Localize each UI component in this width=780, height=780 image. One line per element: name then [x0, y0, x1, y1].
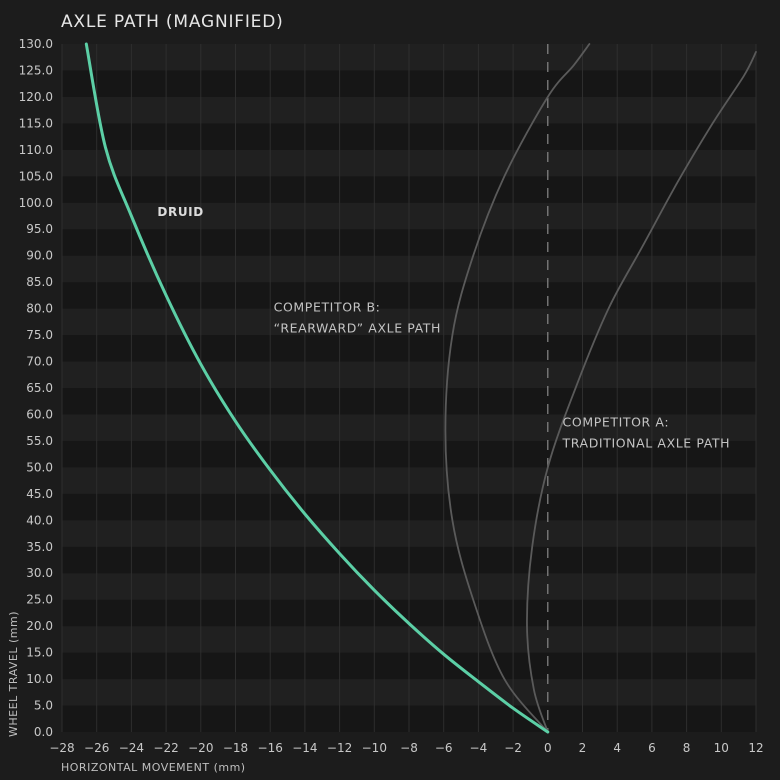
x-tick-label: −20	[188, 741, 213, 755]
y-tick-label: 100.0	[19, 196, 53, 210]
druid-series-line	[84, 42, 550, 734]
y-tick-label: 10.0	[26, 672, 53, 686]
y-tick-label: 0.0	[34, 725, 53, 739]
y-tick-label: 65.0	[26, 381, 53, 395]
x-tick-label: −6	[435, 741, 453, 755]
competitor-b-series-line	[444, 43, 591, 733]
y-tick-label: 120.0	[19, 90, 53, 104]
y-tick-label: 75.0	[26, 328, 53, 342]
x-tick-label: −12	[327, 741, 352, 755]
chart-title: AXLE PATH (MAGNIFIED)	[61, 12, 284, 32]
x-tick-label: −28	[49, 741, 74, 755]
y-tick-label: 130.0	[19, 37, 53, 51]
x-tick-label: −18	[223, 741, 248, 755]
x-tick-label: 0	[544, 741, 552, 755]
competitor-b-label: COMPETITOR B:	[274, 299, 381, 314]
y-tick-label: 115.0	[19, 116, 53, 130]
y-tick-label: 70.0	[26, 355, 53, 369]
x-axis-label: HORIZONTAL MOVEMENT (mm)	[61, 761, 246, 774]
y-tick-label: 110.0	[19, 143, 53, 157]
y-tick-label: 80.0	[26, 302, 53, 316]
y-tick-label: 105.0	[19, 169, 53, 183]
x-tick-label: −4	[470, 741, 488, 755]
x-tick-label: 4	[613, 741, 621, 755]
x-tick-label: 12	[748, 741, 763, 755]
competitor-a-label: COMPETITOR A:	[563, 415, 670, 430]
x-tick-label: −16	[258, 741, 283, 755]
competitor-a-sublabel: TRADITIONAL AXLE PATH	[562, 435, 731, 450]
x-tick-label: −10	[362, 741, 387, 755]
x-tick-label: 8	[683, 741, 691, 755]
x-tick-label: 2	[579, 741, 587, 755]
y-tick-label: 95.0	[26, 222, 53, 236]
x-tick-label: −22	[153, 741, 178, 755]
y-tick-label: 90.0	[26, 249, 53, 263]
y-tick-label: 5.0	[34, 699, 53, 713]
y-tick-label: 60.0	[26, 407, 53, 421]
y-axis-label: WHEEL TRAVEL (mm)	[7, 610, 20, 737]
x-tick-label: 10	[714, 741, 729, 755]
y-tick-label: 40.0	[26, 513, 53, 527]
y-tick-label: 85.0	[26, 275, 53, 289]
y-tick-label: 30.0	[26, 566, 53, 580]
x-tick-label: −2	[504, 741, 522, 755]
y-tick-label: 35.0	[26, 540, 53, 554]
x-tick-label: −24	[119, 741, 144, 755]
x-tick-label: 6	[648, 741, 656, 755]
y-tick-label: 125.0	[19, 63, 53, 77]
y-tick-label: 25.0	[26, 593, 53, 607]
druid-label: DRUID	[157, 205, 203, 219]
x-tick-label: −26	[84, 741, 109, 755]
x-tick-label: −14	[292, 741, 317, 755]
competitor-a-series-line	[526, 51, 757, 733]
x-tick-label: −8	[400, 741, 418, 755]
y-tick-label: 50.0	[26, 460, 53, 474]
competitor-b-sublabel: “REARWARD” AXLE PATH	[274, 320, 441, 335]
y-tick-label: 55.0	[26, 434, 53, 448]
y-tick-label: 45.0	[26, 487, 53, 501]
y-tick-label: 15.0	[26, 646, 53, 660]
y-tick-label: 20.0	[26, 619, 53, 633]
